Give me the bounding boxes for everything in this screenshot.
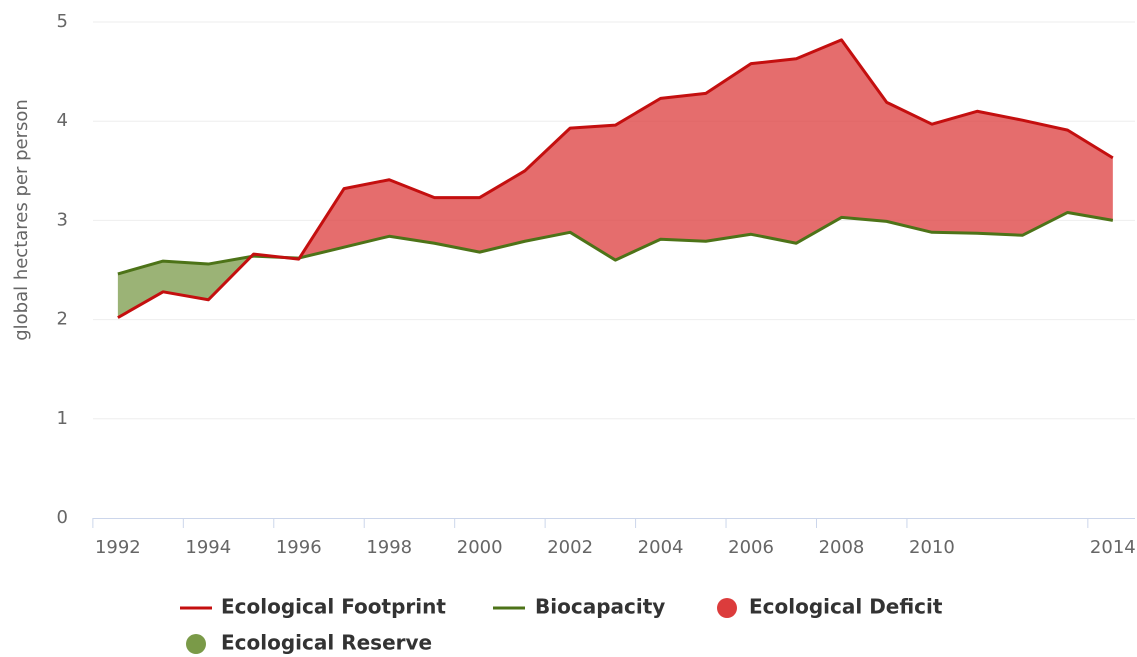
y-tick-label: 4 xyxy=(57,110,68,131)
legend-text: Ecological Reserve xyxy=(221,631,432,655)
y-tick-label: 1 xyxy=(57,408,68,429)
x-tick-label: 1998 xyxy=(366,537,412,558)
deficit-area xyxy=(117,39,1113,274)
x-tick-label: 2010 xyxy=(909,537,955,558)
x-tick-label: 2006 xyxy=(728,537,774,558)
legend-swatch xyxy=(186,634,206,654)
legend-swatch xyxy=(717,598,737,618)
x-tick-label: 2014 xyxy=(1090,537,1136,558)
x-tick-label: 2008 xyxy=(819,537,865,558)
x-tick-label: 2004 xyxy=(638,537,684,558)
y-tick-label: 2 xyxy=(57,309,68,330)
legend-text: Ecological Deficit xyxy=(749,595,943,619)
x-tick-label: 2000 xyxy=(457,537,503,558)
y-axis-label: global hectares per person xyxy=(11,99,32,341)
y-tick-label: 3 xyxy=(57,209,68,230)
legend-text: Ecological Footprint xyxy=(221,595,446,619)
x-tick-label: 1992 xyxy=(95,537,141,558)
legend-text: Biocapacity xyxy=(535,595,665,619)
x-tick-label: 1994 xyxy=(185,537,231,558)
y-tick-label: 5 xyxy=(57,11,68,32)
y-tick-label: 0 xyxy=(57,507,68,528)
x-tick-label: 1996 xyxy=(276,537,322,558)
series-line xyxy=(117,38,1114,319)
x-tick-label: 2002 xyxy=(547,537,593,558)
